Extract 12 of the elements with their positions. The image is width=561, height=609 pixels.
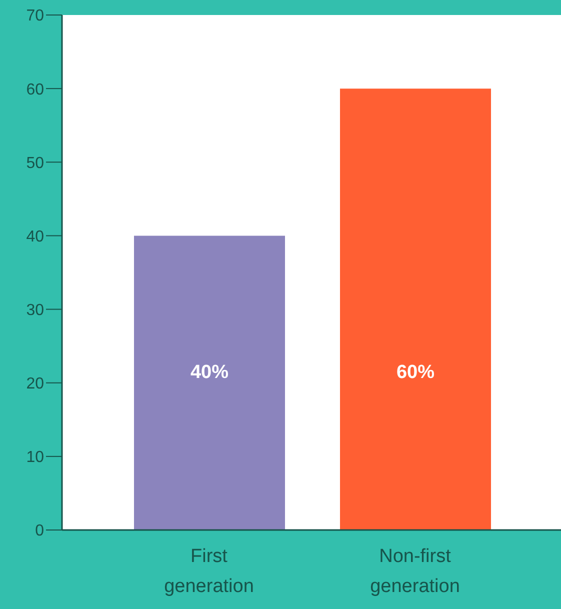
y-tick-label: 70 (26, 8, 44, 25)
y-tick-label: 50 (26, 154, 44, 172)
y-tick-label: 0 (35, 522, 44, 540)
y-tick-label: 60 (26, 81, 44, 98)
data-label: 60% (396, 362, 435, 383)
y-tick-label: 40 (26, 228, 44, 246)
y-tick-label: 10 (26, 449, 44, 466)
y-tick-label: 30 (26, 302, 44, 319)
x-tick-label: Non-first generation (370, 546, 460, 597)
data-label: 40% (190, 362, 229, 383)
x-tick-label: First generation (164, 546, 254, 597)
y-tick-label: 20 (26, 376, 44, 393)
